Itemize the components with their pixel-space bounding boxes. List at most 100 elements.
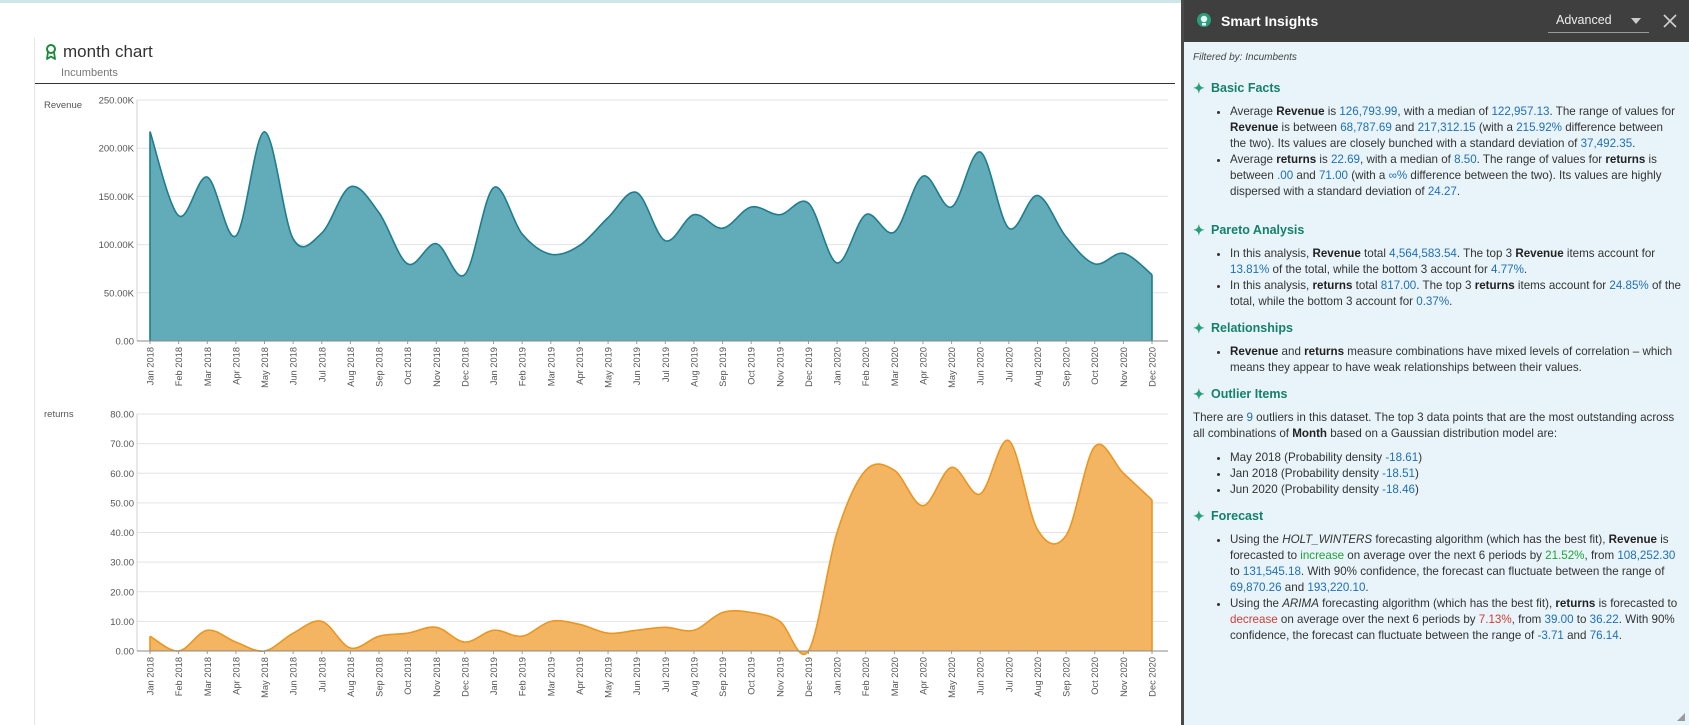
x-tick-label: Feb 2019 [518,657,528,696]
section-relationships: ✦ Relationships [1193,320,1681,336]
y-tick-label: 200.00K [99,144,135,155]
y-tick-label: 150.00K [99,192,135,203]
forecast-list: Using the HOLT_WINTERS forecasting algor… [1193,532,1681,644]
x-tick-label: May 2019 [604,657,614,698]
x-tick-label: Jan 2018 [146,347,156,385]
x-tick-label: Jul 2018 [317,657,327,692]
sparkle-icon: ✦ [1193,320,1205,336]
list-item: Using the ARIMA forecasting algorithm (w… [1230,596,1681,644]
series-area [150,440,1152,655]
list-item: Jun 2020 (Probability density -18.46) [1230,482,1681,498]
x-tick-label: Sep 2018 [375,347,385,387]
series-area [150,131,1152,341]
x-tick-label: Nov 2018 [432,657,442,697]
x-tick-label: Mar 2019 [546,657,556,696]
y-axis-label: returns [44,409,74,420]
x-tick-label: Jan 2020 [833,347,843,385]
x-tick-label: Apr 2020 [918,347,928,385]
y-tick-label: 50.00 [110,498,134,509]
x-tick-label: Apr 2018 [231,657,241,695]
sparkle-icon: ✦ [1193,80,1205,96]
insights-logo-icon [1197,13,1211,27]
chart-panel: month chart Incumbents [34,38,1175,725]
x-tick-label: Nov 2020 [1119,347,1129,387]
list-item: Jan 2018 (Probability density -18.51) [1230,466,1681,482]
x-tick-label: Oct 2018 [403,347,413,385]
x-tick-label: Jan 2019 [489,657,499,695]
mode-dropdown-value: Advanced [1556,13,1612,27]
x-tick-label: Jan 2020 [833,657,843,695]
list-item: In this analysis, returns total 817.00. … [1230,278,1681,310]
x-tick-label: Sep 2019 [718,347,728,387]
x-tick-label: May 2020 [947,657,957,698]
x-tick-label: Jul 2019 [661,657,671,692]
x-tick-label: Jul 2018 [317,347,327,382]
x-tick-label: Oct 2019 [747,657,757,695]
y-tick-label: 80.00 [110,410,134,421]
section-title: Relationships [1211,321,1293,335]
x-tick-label: Aug 2020 [1033,657,1043,697]
filter-note: Filtered by: Incumbents [1193,52,1297,63]
x-tick-label: Nov 2020 [1119,657,1129,697]
y-tick-label: 50.00K [104,288,135,299]
outlier-intro: There are 9 outliers in this dataset. Th… [1193,411,1675,440]
x-tick-label: Oct 2020 [1090,347,1100,385]
basic-facts-list: Average Revenue is 126,793.99, with a me… [1193,104,1681,200]
insights-body: Filtered by: Incumbents ✦ Basic Facts Av… [1193,50,1681,644]
y-tick-label: 40.00 [110,528,134,539]
y-tick-label: 30.00 [110,558,134,569]
section-title: Basic Facts [1211,81,1281,95]
x-tick-label: Aug 2020 [1033,347,1043,387]
chart-returns: 0.00 10.00 20.00 30.00 40.00 50.00 60.00 70.00 8… [44,409,1168,698]
mode-dropdown[interactable]: Advanced [1548,8,1649,33]
x-tick-label: Dec 2018 [460,347,470,387]
x-tick-label: Jan 2018 [146,657,156,695]
chart-title: month chart [63,42,153,61]
x-tick-label: Apr 2019 [575,347,585,385]
x-tick-label: Jul 2019 [661,347,671,382]
y-tick-label: 100.00K [99,240,135,251]
smart-insights-panel: Smart Insights Advanced Filtered by: Inc… [1181,0,1689,725]
close-icon[interactable] [1661,12,1679,30]
y-tick-label: 10.00 [110,617,134,628]
charts-svg: 0.00 50.00K 100.00K 150.00K 200.00K 250.00K Re… [44,96,1168,698]
x-tick-label: Jun 2019 [632,347,642,385]
x-tick-label: Nov 2018 [432,347,442,387]
list-item: Average returns is 22.69, with a median … [1230,152,1681,200]
list-item: Using the HOLT_WINTERS forecasting algor… [1230,532,1681,596]
y-tick-label: 70.00 [110,439,134,450]
x-tick-label: Jun 2019 [632,657,642,695]
x-tick-label: Dec 2020 [1148,347,1158,387]
x-tick-label: Mar 2020 [890,347,900,386]
section-title: Outlier Items [1211,387,1288,401]
x-tick-label: Sep 2020 [1062,347,1072,387]
top-accent-line [0,0,1689,3]
x-tick-label: Mar 2018 [203,657,213,696]
resize-grip-icon[interactable] [1677,713,1685,721]
outlier-list: May 2018 (Probability density -18.61) Ja… [1193,450,1681,498]
x-tick-label: Sep 2019 [718,657,728,697]
x-tick-label: Dec 2020 [1148,657,1158,697]
chart-revenue: 0.00 50.00K 100.00K 150.00K 200.00K 250.00K Re… [44,96,1168,388]
y-tick-label: 20.00 [110,587,134,598]
chart-subtitle: Incumbents [61,67,118,79]
y-tick-label: 0.00 [116,647,135,658]
x-tick-label: Apr 2020 [918,657,928,695]
x-tick-label: Jan 2019 [489,347,499,385]
x-tick-label: May 2019 [604,347,614,388]
series-line [149,439,1153,655]
x-tick-label: Feb 2020 [861,657,871,696]
x-tick-label: May 2020 [947,347,957,388]
x-tick-label: Sep 2018 [375,657,385,697]
insights-header: Smart Insights Advanced [1184,0,1689,42]
section-title: Pareto Analysis [1211,223,1305,237]
x-tick-label: May 2018 [260,657,270,698]
chart-header: month chart Incumbents [35,38,1175,84]
x-tick-label: Dec 2018 [460,657,470,697]
x-tick-label: Jun 2020 [976,657,986,695]
x-tick-label: Oct 2020 [1090,657,1100,695]
sparkle-icon: ✦ [1193,508,1205,524]
section-title: Forecast [1211,509,1264,523]
pareto-list: In this analysis, Revenue total 4,564,58… [1193,246,1681,310]
insights-title: Smart Insights [1221,13,1319,29]
